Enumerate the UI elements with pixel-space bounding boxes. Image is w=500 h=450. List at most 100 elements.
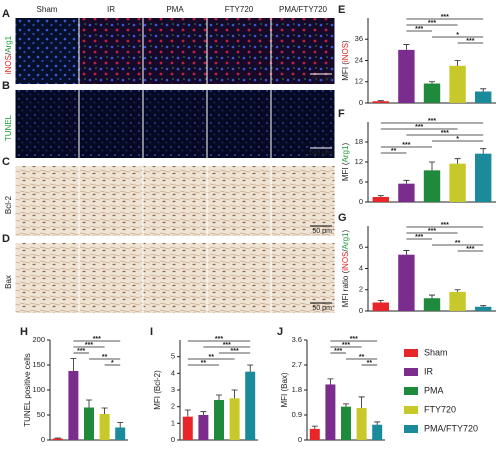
bar bbox=[372, 197, 389, 202]
y-tick-label: 2.7 bbox=[292, 360, 302, 369]
significance-label: *** bbox=[231, 348, 239, 355]
axis-label: MFI (Bax) bbox=[280, 372, 289, 407]
bar bbox=[182, 416, 193, 440]
legend-swatch bbox=[404, 406, 418, 414]
significance-label: *** bbox=[402, 142, 410, 149]
scale-bar-label: 100 μm bbox=[309, 150, 333, 157]
micrograph bbox=[271, 18, 335, 84]
legend-swatch bbox=[404, 368, 418, 376]
significance-label: *** bbox=[428, 20, 436, 27]
significance-label: ** bbox=[201, 360, 207, 367]
micrograph bbox=[271, 90, 335, 158]
label-part: Bax bbox=[4, 275, 13, 289]
label-part: ) bbox=[341, 229, 350, 232]
panel-letter: A bbox=[2, 8, 10, 20]
bar bbox=[475, 306, 492, 311]
panel-letter: G bbox=[338, 212, 347, 224]
label-part: ) bbox=[341, 143, 350, 146]
label-part: Arg1 bbox=[341, 145, 350, 162]
panel-letter: B bbox=[2, 80, 10, 92]
y-tick-label: 3.6 bbox=[292, 335, 302, 344]
micrograph bbox=[271, 166, 335, 236]
bar bbox=[309, 428, 320, 440]
y-tick-label: 12 bbox=[355, 77, 363, 86]
y-tick-label: 0.9 bbox=[292, 410, 302, 419]
bar bbox=[372, 101, 389, 103]
panel-letter: H bbox=[20, 326, 28, 338]
label-part: MFI ( bbox=[341, 62, 350, 81]
y-tick-label: 2 bbox=[359, 285, 363, 294]
bar bbox=[341, 406, 351, 440]
label-part: Bcl-2 bbox=[4, 195, 13, 214]
error-bar bbox=[327, 378, 334, 385]
y-tick-label: 1.8 bbox=[292, 385, 302, 394]
scale-bar-label: 50 μm bbox=[312, 228, 332, 235]
micrograph bbox=[15, 90, 79, 158]
bar bbox=[475, 153, 492, 202]
micrograph bbox=[79, 166, 143, 236]
significance-label: *** bbox=[223, 342, 231, 349]
panel-letter: E bbox=[338, 4, 345, 16]
error-bar bbox=[429, 81, 435, 84]
micrograph bbox=[143, 18, 207, 84]
y-tick-label: 3 bbox=[171, 385, 175, 394]
panel-letter: J bbox=[277, 326, 283, 338]
significance-label: *** bbox=[415, 26, 423, 33]
axis-label: MFI (iNOS) bbox=[341, 40, 350, 81]
legend-swatch bbox=[404, 425, 418, 433]
bar bbox=[245, 371, 256, 440]
y-tick-label: 0 bbox=[41, 435, 45, 444]
axis-label: Bcl-2 bbox=[4, 195, 13, 214]
significance-label: *** bbox=[77, 348, 85, 355]
significance-label: *** bbox=[441, 222, 449, 229]
label-part: MFI ( bbox=[341, 162, 350, 181]
y-tick-label: 6 bbox=[359, 242, 363, 251]
significance-label: ** bbox=[455, 240, 461, 247]
axis-label: iNOS/Arg1 bbox=[4, 35, 13, 74]
bar bbox=[198, 415, 209, 440]
micrograph bbox=[207, 243, 271, 313]
label-part: Arg1 bbox=[341, 232, 350, 249]
y-tick-label: 4 bbox=[171, 368, 175, 377]
significance-label: ** bbox=[102, 354, 108, 361]
legend-label: IR bbox=[424, 366, 434, 376]
column-label: Sham bbox=[37, 5, 58, 14]
error-bar bbox=[86, 399, 92, 408]
error-bar bbox=[358, 396, 365, 409]
label-part: Arg1 bbox=[4, 35, 13, 52]
axis-label: TUNEL bbox=[4, 114, 13, 141]
significance-label: *** bbox=[466, 38, 474, 45]
bar bbox=[68, 371, 79, 440]
y-tick-label: 36 bbox=[355, 34, 363, 43]
significance-label: *** bbox=[428, 118, 436, 125]
scale-bar-label: 50 μm bbox=[312, 305, 332, 312]
error-bar bbox=[247, 364, 254, 372]
error-bar bbox=[480, 305, 487, 307]
error-bar bbox=[377, 100, 384, 102]
bar bbox=[398, 49, 415, 103]
bar bbox=[398, 183, 415, 202]
label-part: MFI (Bcl-2) bbox=[153, 370, 162, 410]
panel-letter: I bbox=[150, 326, 153, 338]
column-label: PMA/FTY720 bbox=[279, 5, 328, 14]
micrograph bbox=[15, 18, 79, 84]
legend-swatch bbox=[404, 349, 418, 357]
error-bar bbox=[377, 299, 384, 303]
bar bbox=[398, 254, 415, 311]
legend-label: PMA bbox=[424, 385, 444, 395]
significance-label: *** bbox=[415, 234, 423, 241]
y-tick-label: 1 bbox=[171, 418, 175, 427]
y-tick-label: 4 bbox=[359, 263, 363, 272]
error-bar bbox=[429, 294, 435, 299]
significance-label: * bbox=[456, 136, 459, 143]
error-bar bbox=[429, 161, 435, 171]
significance-label: ** bbox=[391, 148, 397, 155]
significance-label: *** bbox=[441, 14, 449, 21]
significance-label: *** bbox=[93, 336, 101, 343]
bar bbox=[356, 408, 367, 440]
label-part: ) bbox=[341, 40, 350, 43]
bar bbox=[423, 298, 441, 311]
y-tick-label: 0 bbox=[359, 306, 363, 315]
significance-label: ** bbox=[367, 360, 373, 367]
label-part: MFI (Bax) bbox=[280, 372, 289, 407]
